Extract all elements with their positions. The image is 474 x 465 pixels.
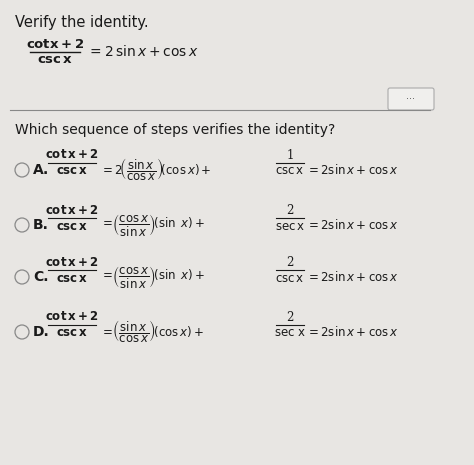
FancyBboxPatch shape [388, 88, 434, 110]
Text: $\mathrm{sec\,x}$: $\mathrm{sec\,x}$ [275, 219, 305, 232]
Text: D.: D. [33, 325, 50, 339]
Text: C.: C. [33, 270, 48, 284]
Text: $\mathbf{cot\,x + 2}$: $\mathbf{cot\,x + 2}$ [45, 148, 99, 161]
Text: B.: B. [33, 218, 49, 232]
Text: $= \!\left(\dfrac{\cos x}{\sin x}\right)\!(\sin\ x) +$: $= \!\left(\dfrac{\cos x}{\sin x}\right)… [100, 264, 205, 290]
Text: $= 2\sin x + \cos x$: $= 2\sin x + \cos x$ [306, 218, 399, 232]
Text: $\mathbf{csc\,x}$: $\mathbf{csc\,x}$ [56, 272, 88, 285]
Text: 1: 1 [286, 149, 294, 162]
Text: $\mathbf{cot}$$\bf{x + 2}$: $\mathbf{cot}$$\bf{x + 2}$ [26, 38, 84, 51]
Text: $\mathbf{csc\,x}$: $\mathbf{csc\,x}$ [37, 53, 73, 66]
Text: A.: A. [33, 163, 49, 177]
Text: $\mathrm{csc\,x}$: $\mathrm{csc\,x}$ [275, 165, 305, 178]
Text: $\mathrm{csc\,x}$: $\mathrm{csc\,x}$ [275, 272, 305, 285]
Text: $\mathbf{cot\,x + 2}$: $\mathbf{cot\,x + 2}$ [45, 255, 99, 268]
Text: Which sequence of steps verifies the identity?: Which sequence of steps verifies the ide… [15, 123, 335, 137]
Text: $= 2\,\sin x + \cos x$: $= 2\,\sin x + \cos x$ [87, 45, 199, 60]
Text: $\mathbf{cot\,x + 2}$: $\mathbf{cot\,x + 2}$ [45, 204, 99, 217]
Text: $\mathbf{csc\,x}$: $\mathbf{csc\,x}$ [56, 326, 88, 339]
Text: Verify the identity.: Verify the identity. [15, 15, 149, 30]
Text: 2: 2 [286, 311, 294, 324]
Text: $= 2\sin x + \cos x$: $= 2\sin x + \cos x$ [306, 270, 399, 284]
Text: $\mathrm{sec\ x}$: $\mathrm{sec\ x}$ [274, 326, 306, 339]
Text: ···: ··· [407, 94, 416, 104]
Text: $\mathbf{csc\,x}$: $\mathbf{csc\,x}$ [56, 165, 88, 178]
Text: $= 2\sin x + \cos x$: $= 2\sin x + \cos x$ [306, 163, 399, 177]
Text: $= 2\!\left(\dfrac{\sin x}{\cos x}\right)\!(\cos x) +$: $= 2\!\left(\dfrac{\sin x}{\cos x}\right… [100, 157, 211, 183]
Text: $= \!\left(\dfrac{\cos x}{\sin x}\right)\!(\sin\ x) +$: $= \!\left(\dfrac{\cos x}{\sin x}\right)… [100, 212, 205, 238]
Text: $\mathbf{cot\,x + 2}$: $\mathbf{cot\,x + 2}$ [45, 311, 99, 324]
Text: 2: 2 [286, 256, 294, 269]
Text: $= 2\sin x + \cos x$: $= 2\sin x + \cos x$ [306, 325, 399, 339]
Text: $= \!\left(\dfrac{\sin x}{\cos x}\right)\!(\cos x) +$: $= \!\left(\dfrac{\sin x}{\cos x}\right)… [100, 319, 204, 345]
Text: $\mathbf{csc\,x}$: $\mathbf{csc\,x}$ [56, 219, 88, 232]
Text: 2: 2 [286, 204, 294, 217]
